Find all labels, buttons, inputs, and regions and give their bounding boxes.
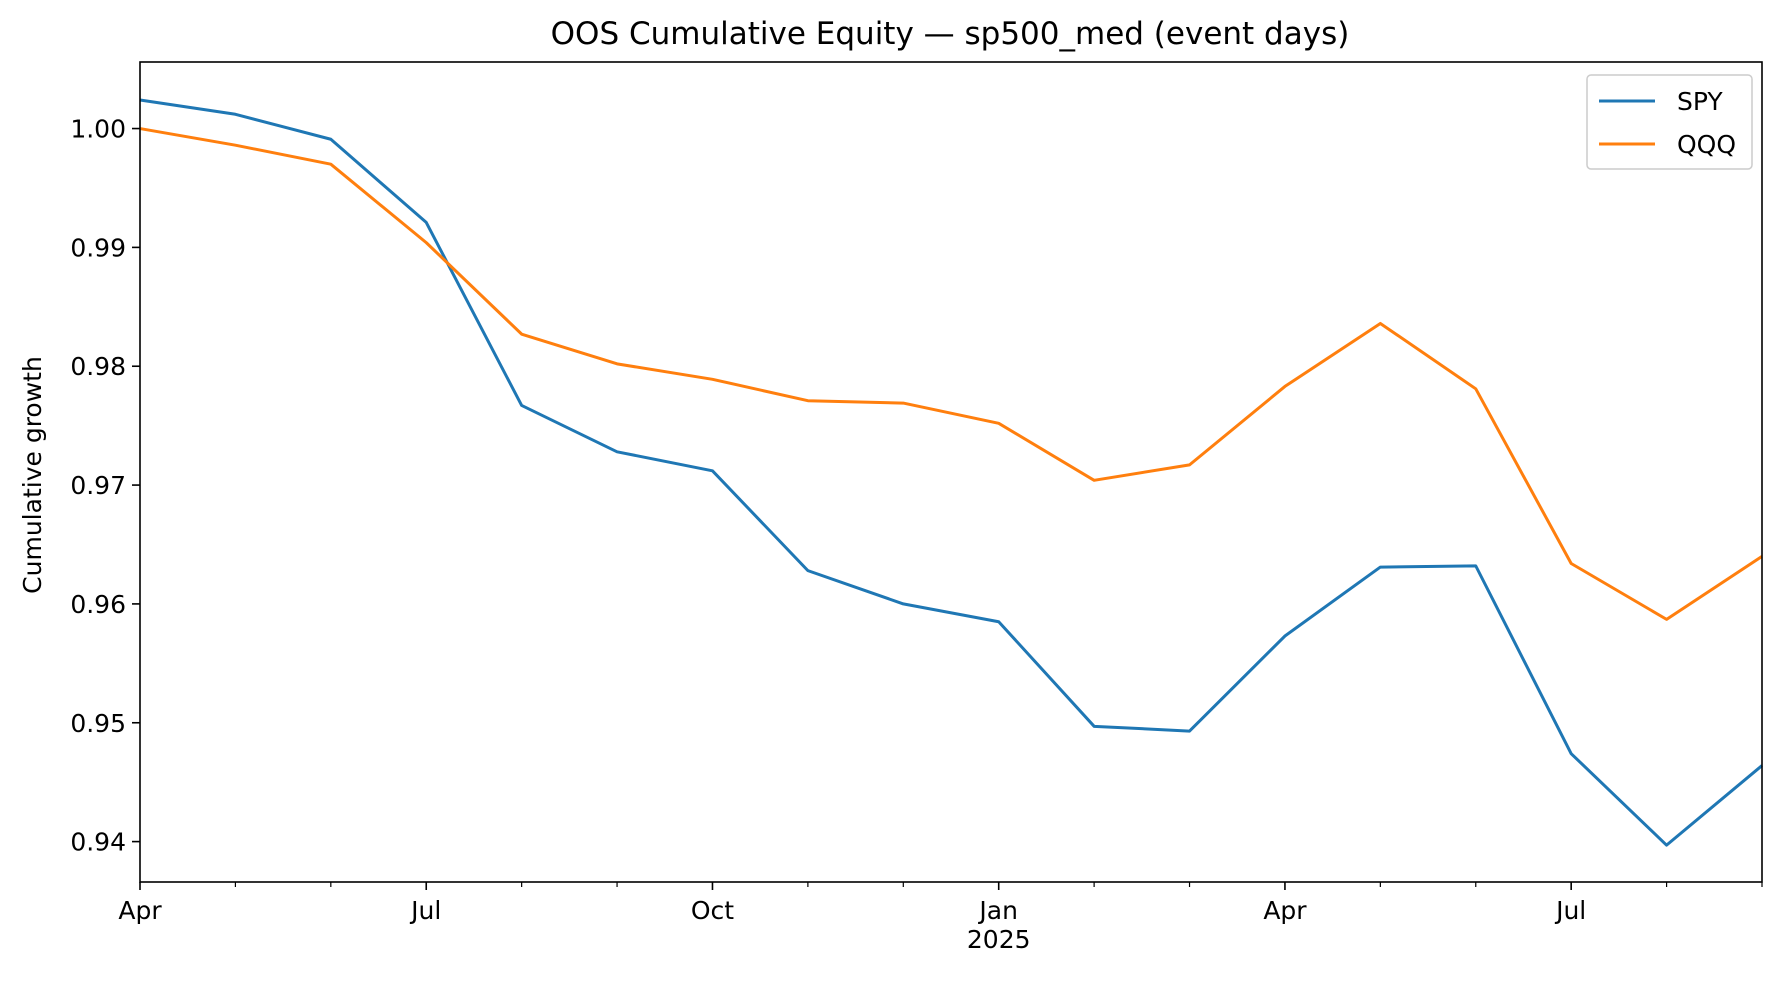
- x-tick-label: Jul: [1554, 896, 1586, 925]
- x-tick-label: Apr: [118, 896, 162, 925]
- y-tick-label: 0.95: [70, 709, 126, 738]
- y-tick-label: 0.98: [70, 352, 126, 381]
- y-tick-label: 0.94: [70, 828, 126, 857]
- chart-title: OOS Cumulative Equity — sp500_med (event…: [551, 16, 1350, 52]
- x-tick-label: Jan: [977, 896, 1018, 925]
- series-line-spy: [139, 98, 1763, 847]
- y-tick-label: 0.97: [70, 471, 126, 500]
- x-tick-label: Oct: [691, 896, 734, 925]
- x-tick-label: Apr: [1263, 896, 1307, 925]
- legend: SPY QQQ: [1586, 74, 1753, 170]
- y-tick-label: 1.00: [70, 115, 126, 144]
- y-tick-label: 0.99: [70, 233, 126, 262]
- y-axis: 0.94 0.95 0.96 0.97 0.98 0.99 1.00: [70, 115, 140, 857]
- legend-label-spy: SPY: [1677, 87, 1723, 116]
- x-tick-year-label: 2025: [967, 925, 1031, 954]
- x-tick-label: Jul: [409, 896, 441, 925]
- plot-area: [139, 61, 1763, 883]
- plot-frame: [139, 61, 1763, 883]
- y-axis-label: Cumulative growth: [18, 356, 47, 594]
- series-line-qqq: [139, 127, 1763, 621]
- y-tick-label: 0.96: [70, 590, 126, 619]
- legend-label-qqq: QQQ: [1677, 130, 1736, 159]
